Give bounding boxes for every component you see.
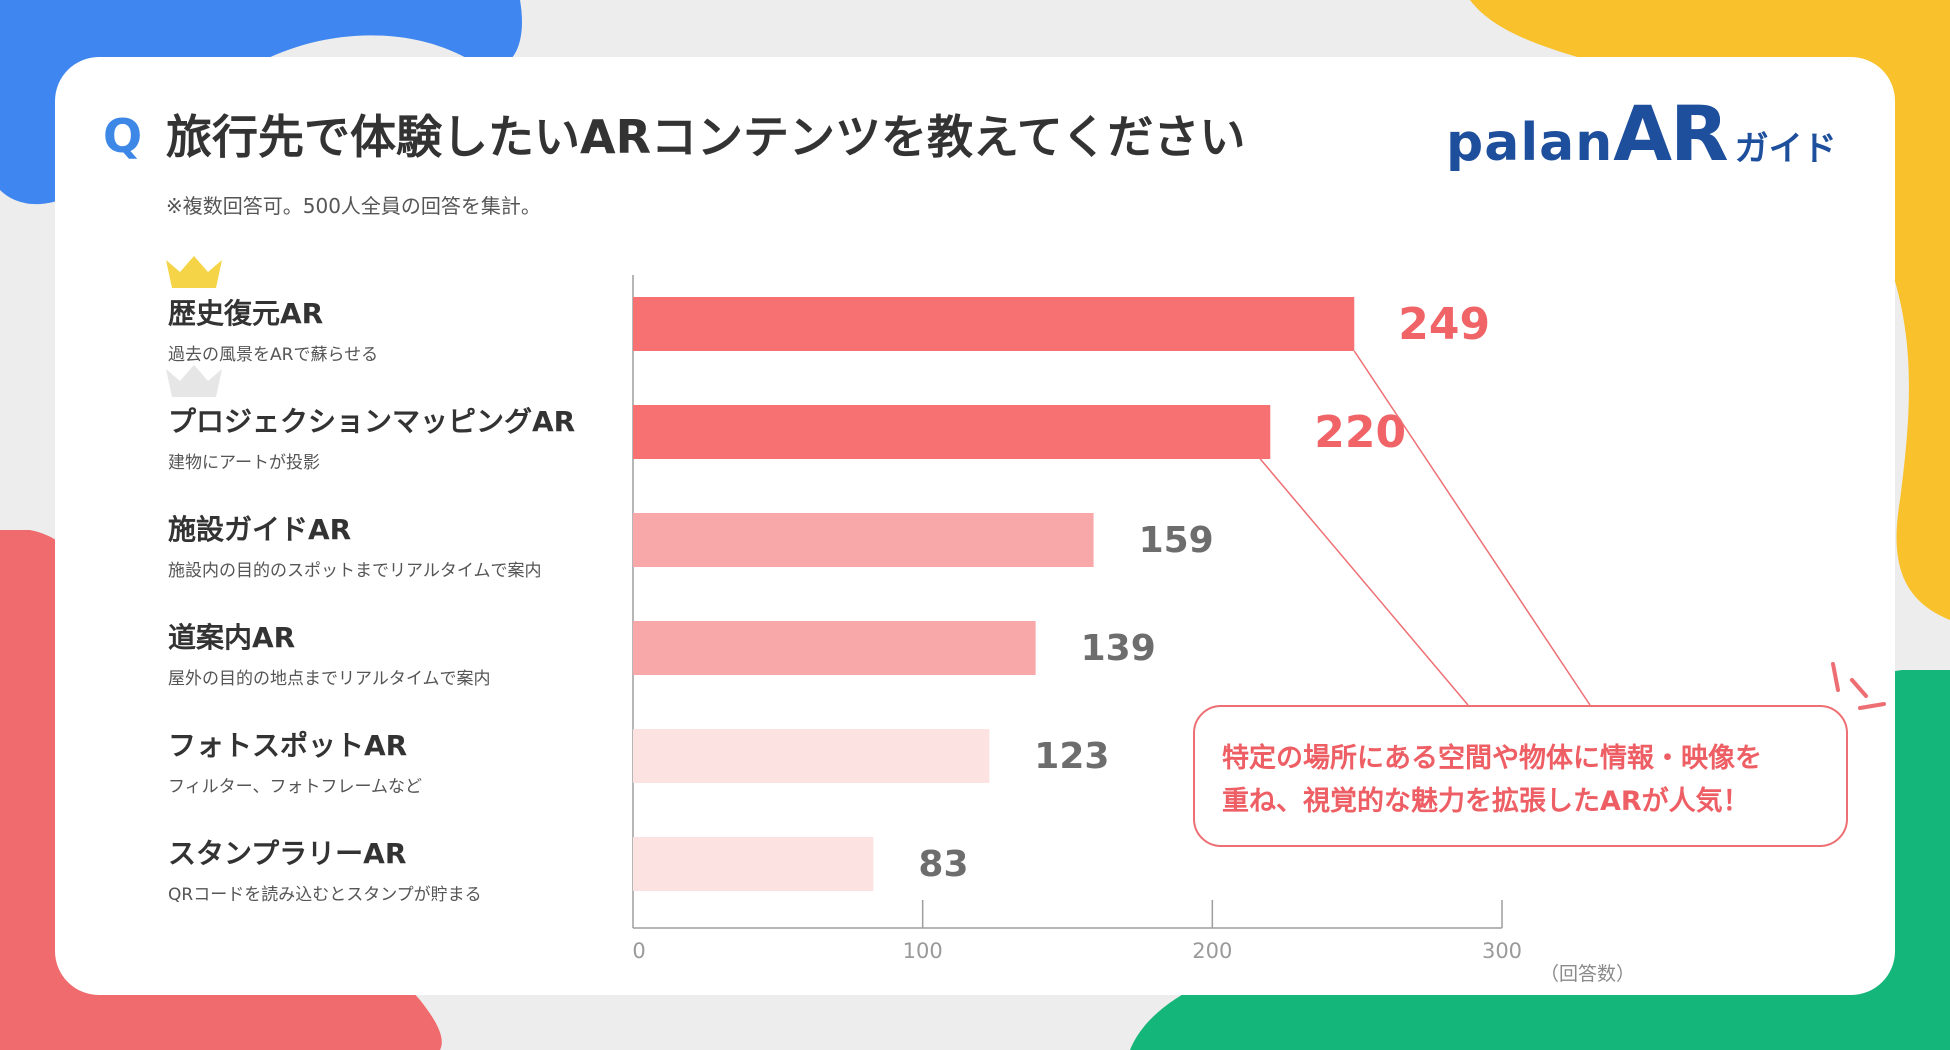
bar	[633, 297, 1355, 351]
category-label: 道案内AR 屋外の目的の地点までリアルタイムで案内	[168, 616, 608, 689]
bar	[633, 621, 1036, 675]
data-label: 139	[1081, 628, 1156, 669]
category-label: スタンプラリーAR QRコードを読み込むとスタンプが貯まる	[168, 832, 608, 905]
category-name: スタンプラリーAR	[168, 837, 407, 870]
emphasis-mark	[1858, 702, 1886, 710]
category-description: 建物にアートが投影	[168, 453, 320, 473]
palan-ar-logo: palanAR ガイド	[1446, 96, 1837, 172]
data-label: 159	[1139, 520, 1214, 561]
category-description: フィルター、フォトフレームなど	[168, 777, 422, 797]
category-name: フォトスポットAR	[168, 729, 408, 762]
bar	[633, 729, 990, 783]
category-name: プロジェクションマッピングAR	[168, 405, 576, 438]
callout-box: 特定の場所にある空間や物体に情報・映像を 重ね、視覚的な魅力を拡張したARが人気…	[1193, 705, 1848, 847]
data-label: 83	[918, 844, 968, 885]
gold-crown-icon	[166, 256, 222, 288]
category-description: 施設内の目的のスポットまでリアルタイムで案内	[168, 561, 542, 581]
category-label: 施設ガイドAR 施設内の目的のスポットまでリアルタイムで案内	[168, 508, 608, 581]
category-label: フォトスポットAR フィルター、フォトフレームなど	[168, 724, 608, 797]
category-name: 施設ガイドAR	[168, 513, 352, 546]
data-label: 123	[1034, 736, 1109, 777]
category-name: 歴史復元AR	[168, 297, 324, 330]
category-label: 歴史復元AR 過去の風景をARで蘇らせる	[168, 292, 608, 365]
logo-ar: AR	[1613, 89, 1728, 178]
silver-crown-icon	[166, 365, 222, 397]
survey-note: ※複数回答可。500人全員の回答を集計。	[166, 194, 541, 218]
category-description: 屋外の目的の地点までリアルタイムで案内	[168, 669, 491, 689]
bar	[633, 513, 1094, 567]
category-name: 道案内AR	[168, 621, 296, 654]
logo-guide: ガイド	[1734, 129, 1837, 169]
callout-line-2: 重ね、視覚的な魅力を拡張したARが人気！	[1222, 786, 1750, 818]
x-tick-label: 200	[1192, 939, 1232, 963]
callout-connector-line	[1353, 350, 1591, 706]
callout-line-1: 特定の場所にある空間や物体に情報・映像を	[1222, 743, 1762, 774]
x-axis-unit-label: （回答数）	[1540, 963, 1635, 985]
category-description: QRコードを読み込むとスタンプが貯まる	[168, 885, 482, 905]
emphasis-mark	[1850, 678, 1868, 698]
callout-connector-line	[1259, 458, 1469, 706]
emphasis-mark	[1831, 662, 1840, 692]
x-tick-label: 100	[903, 939, 943, 963]
x-tick-label: 300	[1482, 939, 1522, 963]
bar	[633, 837, 874, 891]
x-tick-label: 0	[632, 939, 645, 963]
data-label: 249	[1398, 299, 1490, 350]
category-label: プロジェクションマッピングAR 建物にアートが投影	[168, 400, 608, 473]
question-mark-label: Q	[103, 109, 143, 163]
data-label: 220	[1314, 407, 1406, 458]
category-description: 過去の風景をARで蘇らせる	[168, 345, 379, 365]
logo-palan: palan	[1446, 113, 1614, 173]
bar	[633, 405, 1271, 459]
page-title: 旅行先で体験したいARコンテンツを教えてください	[166, 110, 1246, 164]
